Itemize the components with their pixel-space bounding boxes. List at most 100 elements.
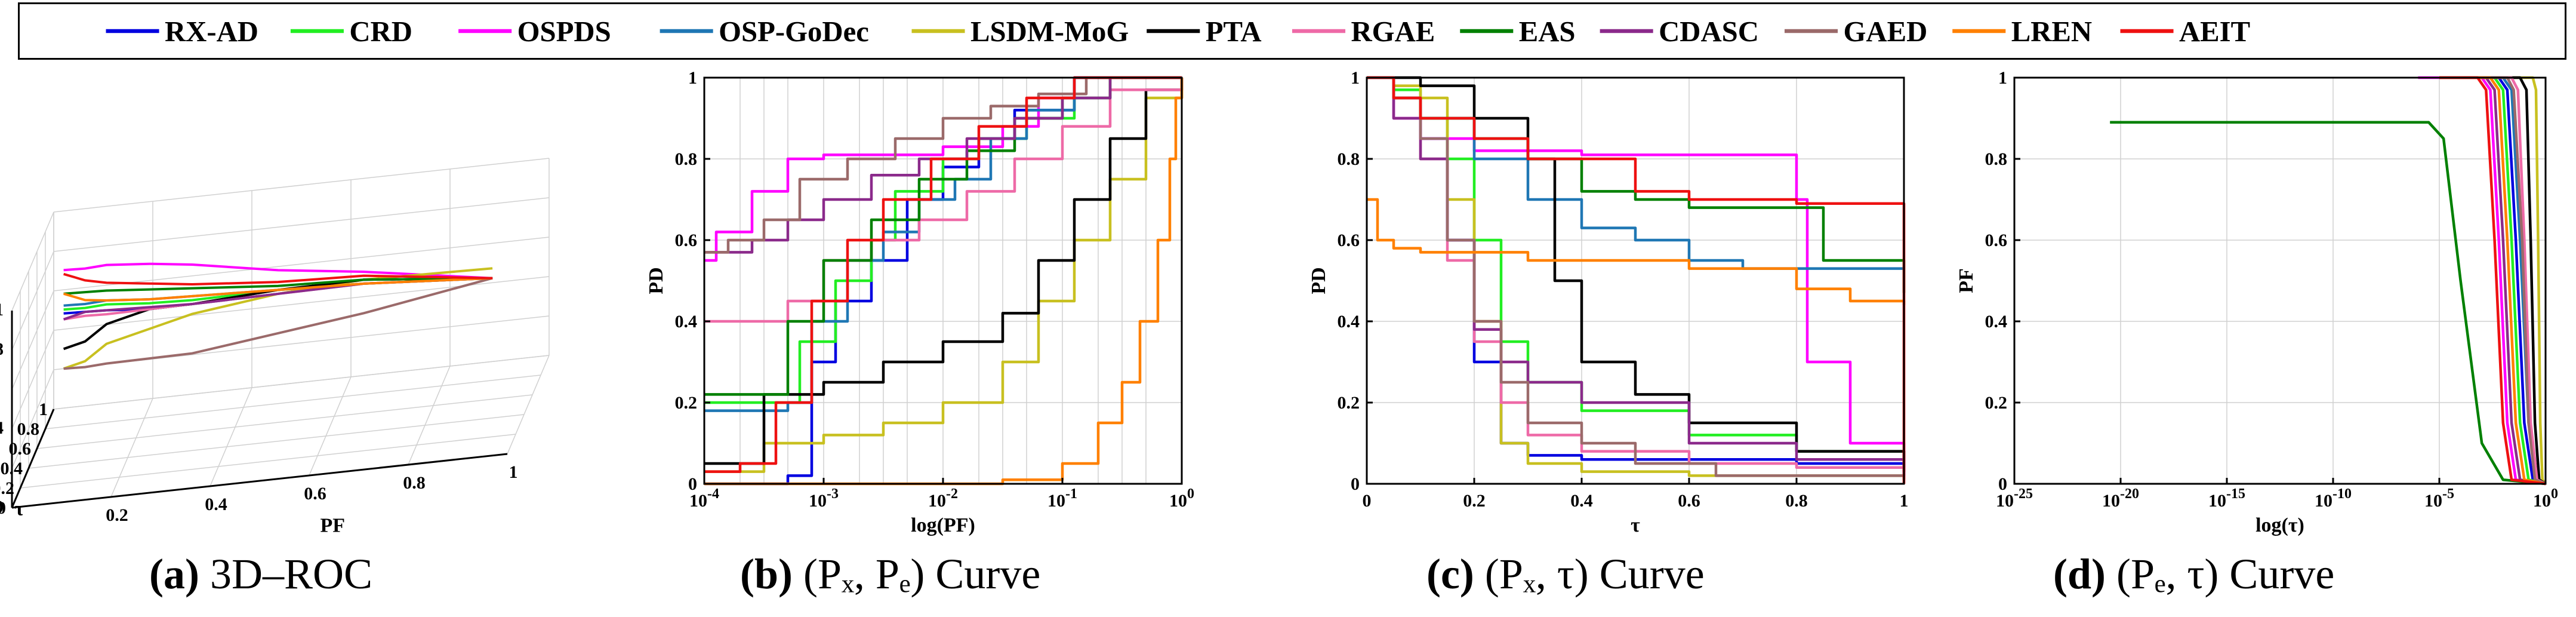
series-line-pta [704,78,1184,465]
y-axis-label: PF [1955,268,1977,293]
tau-axis-label: τ [15,498,24,520]
grid-line [20,434,516,489]
grid-line [309,376,352,476]
pd-tick-label: 1 [0,300,4,320]
grid-line [11,211,54,311]
legend-label-osp-godec: OSP-GoDec [719,16,869,48]
legend-label-crd: CRD [349,16,412,48]
grid-line [53,197,550,252]
pf-tick-label: 1 [509,462,518,482]
grid-line [408,366,451,465]
x-tick-label: 0.2 [1463,491,1486,511]
y-tick-label: 0.4 [675,312,698,331]
series-line-cdasc [704,76,1182,254]
caption-a: (a) 3D–ROC [149,550,372,598]
series-line-pta [1367,76,1906,472]
plot-frame [2013,76,2547,485]
y-tick-label: 0.8 [675,149,698,169]
pf-tick-label: 0.6 [304,484,326,504]
series-line-aeit [1367,76,1906,484]
y-tick-label: 0.8 [1985,149,2008,169]
tau-tick-label: 0.4 [1,459,23,478]
grid-line [53,355,550,410]
grid-line [53,237,550,291]
grid-line [507,355,550,455]
y-tick-label: 0 [1351,474,1360,494]
grid-line [110,398,153,498]
y-tick-label: 0.6 [675,231,698,250]
series-line-lren [63,277,493,302]
x-axis-label: τ [1631,514,1640,536]
series-line-lren [704,78,1184,486]
y-tick-label: 1 [688,68,697,88]
x-tick-label: 0.4 [1570,491,1593,511]
caption-c: (c) (Pₓ, τ) Curve [1426,550,1705,598]
series-line-aeit [63,272,493,286]
series-line-eas [63,277,493,295]
plot-frame [1366,76,1905,485]
tau-tick-label: 1 [39,400,48,419]
y-tick-label: 0.4 [1985,312,2008,331]
grid-line [11,330,54,429]
x-axis-label: log(τ) [2255,514,2304,536]
legend-box: RX-AD CRD OSPDS OSP-GoDec LSDM-MoG PTA RGAE EAS… [18,2,2566,60]
pd-tick-label: 0 [0,497,4,517]
pf-tick-label: 0.4 [205,495,227,514]
x-tick-label: 0 [1363,491,1372,511]
tau-tick-label: 0.2 [0,478,14,498]
x-tick-label: 10-20 [2102,486,2139,511]
x-tick-label: 10-2 [928,486,958,511]
x-tick-label: 10-15 [2208,486,2245,511]
grid-line [209,387,252,487]
y-tick-label: 0.6 [1985,231,2008,250]
x-tick-label: 100 [2533,486,2558,511]
grid-line [11,369,54,469]
pf-axis [11,453,508,509]
y-tick-label: 0.2 [1985,393,2008,413]
legend-label-rx-ad: RX-AD [165,16,258,48]
caption-d: (d) (Pₑ, τ) Curve [2053,550,2335,598]
series-line-rgae [704,78,1184,323]
legend-label-lsdm-mog: LSDM-MoG [970,16,1129,48]
chart-pd-tau-curve: 0 0.2 0.4 0.6 0.8 1 0 0.2 0.4 0.6 0.8 1 τ PD [1308,68,1909,536]
y-tick-label: 1 [1998,68,2007,88]
pf-axis-label: PF [321,515,346,537]
y-tick-label: 0.2 [675,393,698,413]
legend-label-ospds: OSPDS [517,16,611,48]
pf-tick-label: 0.2 [106,505,128,525]
legend-label-aeit: AEIT [2179,16,2250,48]
y-axis-label: PD [645,267,667,294]
series-line-eas [2110,121,2546,486]
grid-line [53,158,550,213]
series-line-gaed [63,277,493,370]
series-line-rx-ad [704,76,1182,486]
y-tick-label: 0.2 [1338,393,1360,413]
series-line-aeit [704,76,1182,473]
grid-line [45,375,541,429]
y-tick-label: 0.4 [1338,312,1360,331]
x-tick-label: 10-5 [2424,486,2454,511]
caption-b: (b) (Pₓ, Pₑ) Curve [740,550,1041,598]
y-tick-label: 1 [1351,68,1360,88]
legend-label-eas: EAS [1519,16,1576,48]
legend-label-rgae: RGAE [1351,16,1435,48]
x-tick-label: 10-3 [809,486,839,511]
x-tick-label: 10-10 [2315,486,2352,511]
grid-line [11,290,54,390]
series-line-lren [1367,198,1906,305]
pd-tick-label: 0.4 [0,418,4,438]
pf-tick-label: 0.8 [403,473,426,493]
grid-line [28,414,525,469]
grid-line [11,251,54,351]
y-axis-label: PD [1308,267,1330,294]
series-line-ospds [63,262,493,280]
y-tick-label: 0.8 [1338,149,1360,169]
legend-label-pta: PTA [1206,16,1262,48]
series-line-gaed [1367,76,1906,480]
y-tick-label: 0.6 [1338,231,1360,250]
x-axis-label: log(PF) [911,514,975,536]
tau-axis [11,409,55,508]
